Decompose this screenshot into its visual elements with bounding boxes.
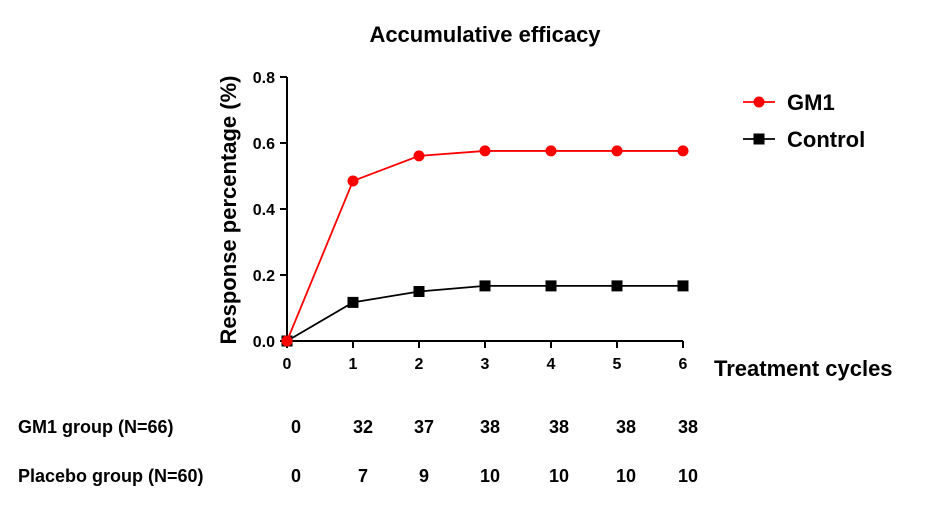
y-tick-label: 0.4 xyxy=(253,202,275,219)
table-cell: 10 xyxy=(616,466,636,486)
legend-marker-control xyxy=(753,133,765,145)
table-cell: 10 xyxy=(480,466,500,486)
table-row-label: Placebo group (N=60) xyxy=(18,466,204,486)
y-axis-label: Response percentage (%) xyxy=(216,76,241,345)
y-tick-label: 0.0 xyxy=(253,334,275,351)
legend: GM1 Control xyxy=(743,90,865,152)
table-row-label: GM1 group (N=66) xyxy=(18,417,174,437)
x-tick-label: 6 xyxy=(679,356,688,373)
table-cell: 9 xyxy=(419,466,429,486)
x-tick-label: 1 xyxy=(349,356,358,373)
x-ticks: 0 1 2 3 4 5 6 xyxy=(283,341,688,373)
table-cell: 38 xyxy=(616,417,636,437)
data-point-control xyxy=(611,280,623,292)
x-axis-label: Treatment cycles xyxy=(714,356,893,381)
table-cell: 0 xyxy=(291,466,301,486)
data-point-control xyxy=(545,280,557,292)
data-point-control xyxy=(479,280,491,292)
data-point-gm1 xyxy=(281,335,293,347)
data-point-gm1 xyxy=(611,145,623,157)
x-tick-label: 0 xyxy=(283,356,292,373)
legend-label-control: Control xyxy=(787,127,865,152)
series-line-control xyxy=(286,284,683,342)
data-point-gm1 xyxy=(479,145,491,157)
series-line-gm1 xyxy=(286,150,683,342)
x-tick-label: 3 xyxy=(481,356,490,373)
data-point-gm1 xyxy=(545,145,557,157)
x-tick-label: 5 xyxy=(613,356,622,373)
data-point-gm1 xyxy=(413,150,425,162)
table-cell: 0 xyxy=(291,417,301,437)
chart-title: Accumulative efficacy xyxy=(369,22,601,47)
table-cell: 38 xyxy=(678,417,698,437)
table-cell: 10 xyxy=(549,466,569,486)
x-tick-label: 2 xyxy=(415,356,424,373)
data-point-control xyxy=(347,296,359,308)
data-point-control xyxy=(677,280,689,292)
x-tick-label: 4 xyxy=(547,356,556,373)
table-cell: 32 xyxy=(353,417,373,437)
table-cell: 38 xyxy=(549,417,569,437)
series-layer xyxy=(281,145,689,347)
legend-label-gm1: GM1 xyxy=(787,90,835,115)
table-cell: 38 xyxy=(480,417,500,437)
y-tick-label: 0.2 xyxy=(253,268,275,285)
table-cell: 37 xyxy=(414,417,434,437)
legend-marker-gm1 xyxy=(753,96,765,108)
table-cell: 10 xyxy=(678,466,698,486)
table-cell: 7 xyxy=(358,466,368,486)
data-point-control xyxy=(413,286,425,297)
y-tick-label: 0.8 xyxy=(253,70,275,87)
y-ticks: 0.0 0.2 0.4 0.6 0.8 xyxy=(253,70,287,351)
data-point-gm1 xyxy=(677,145,689,157)
y-tick-label: 0.6 xyxy=(253,136,275,153)
data-table: GM1 group (N=66) 0 32 37 38 38 38 38 Placebo gro… xyxy=(18,417,698,486)
data-point-gm1 xyxy=(347,175,359,187)
